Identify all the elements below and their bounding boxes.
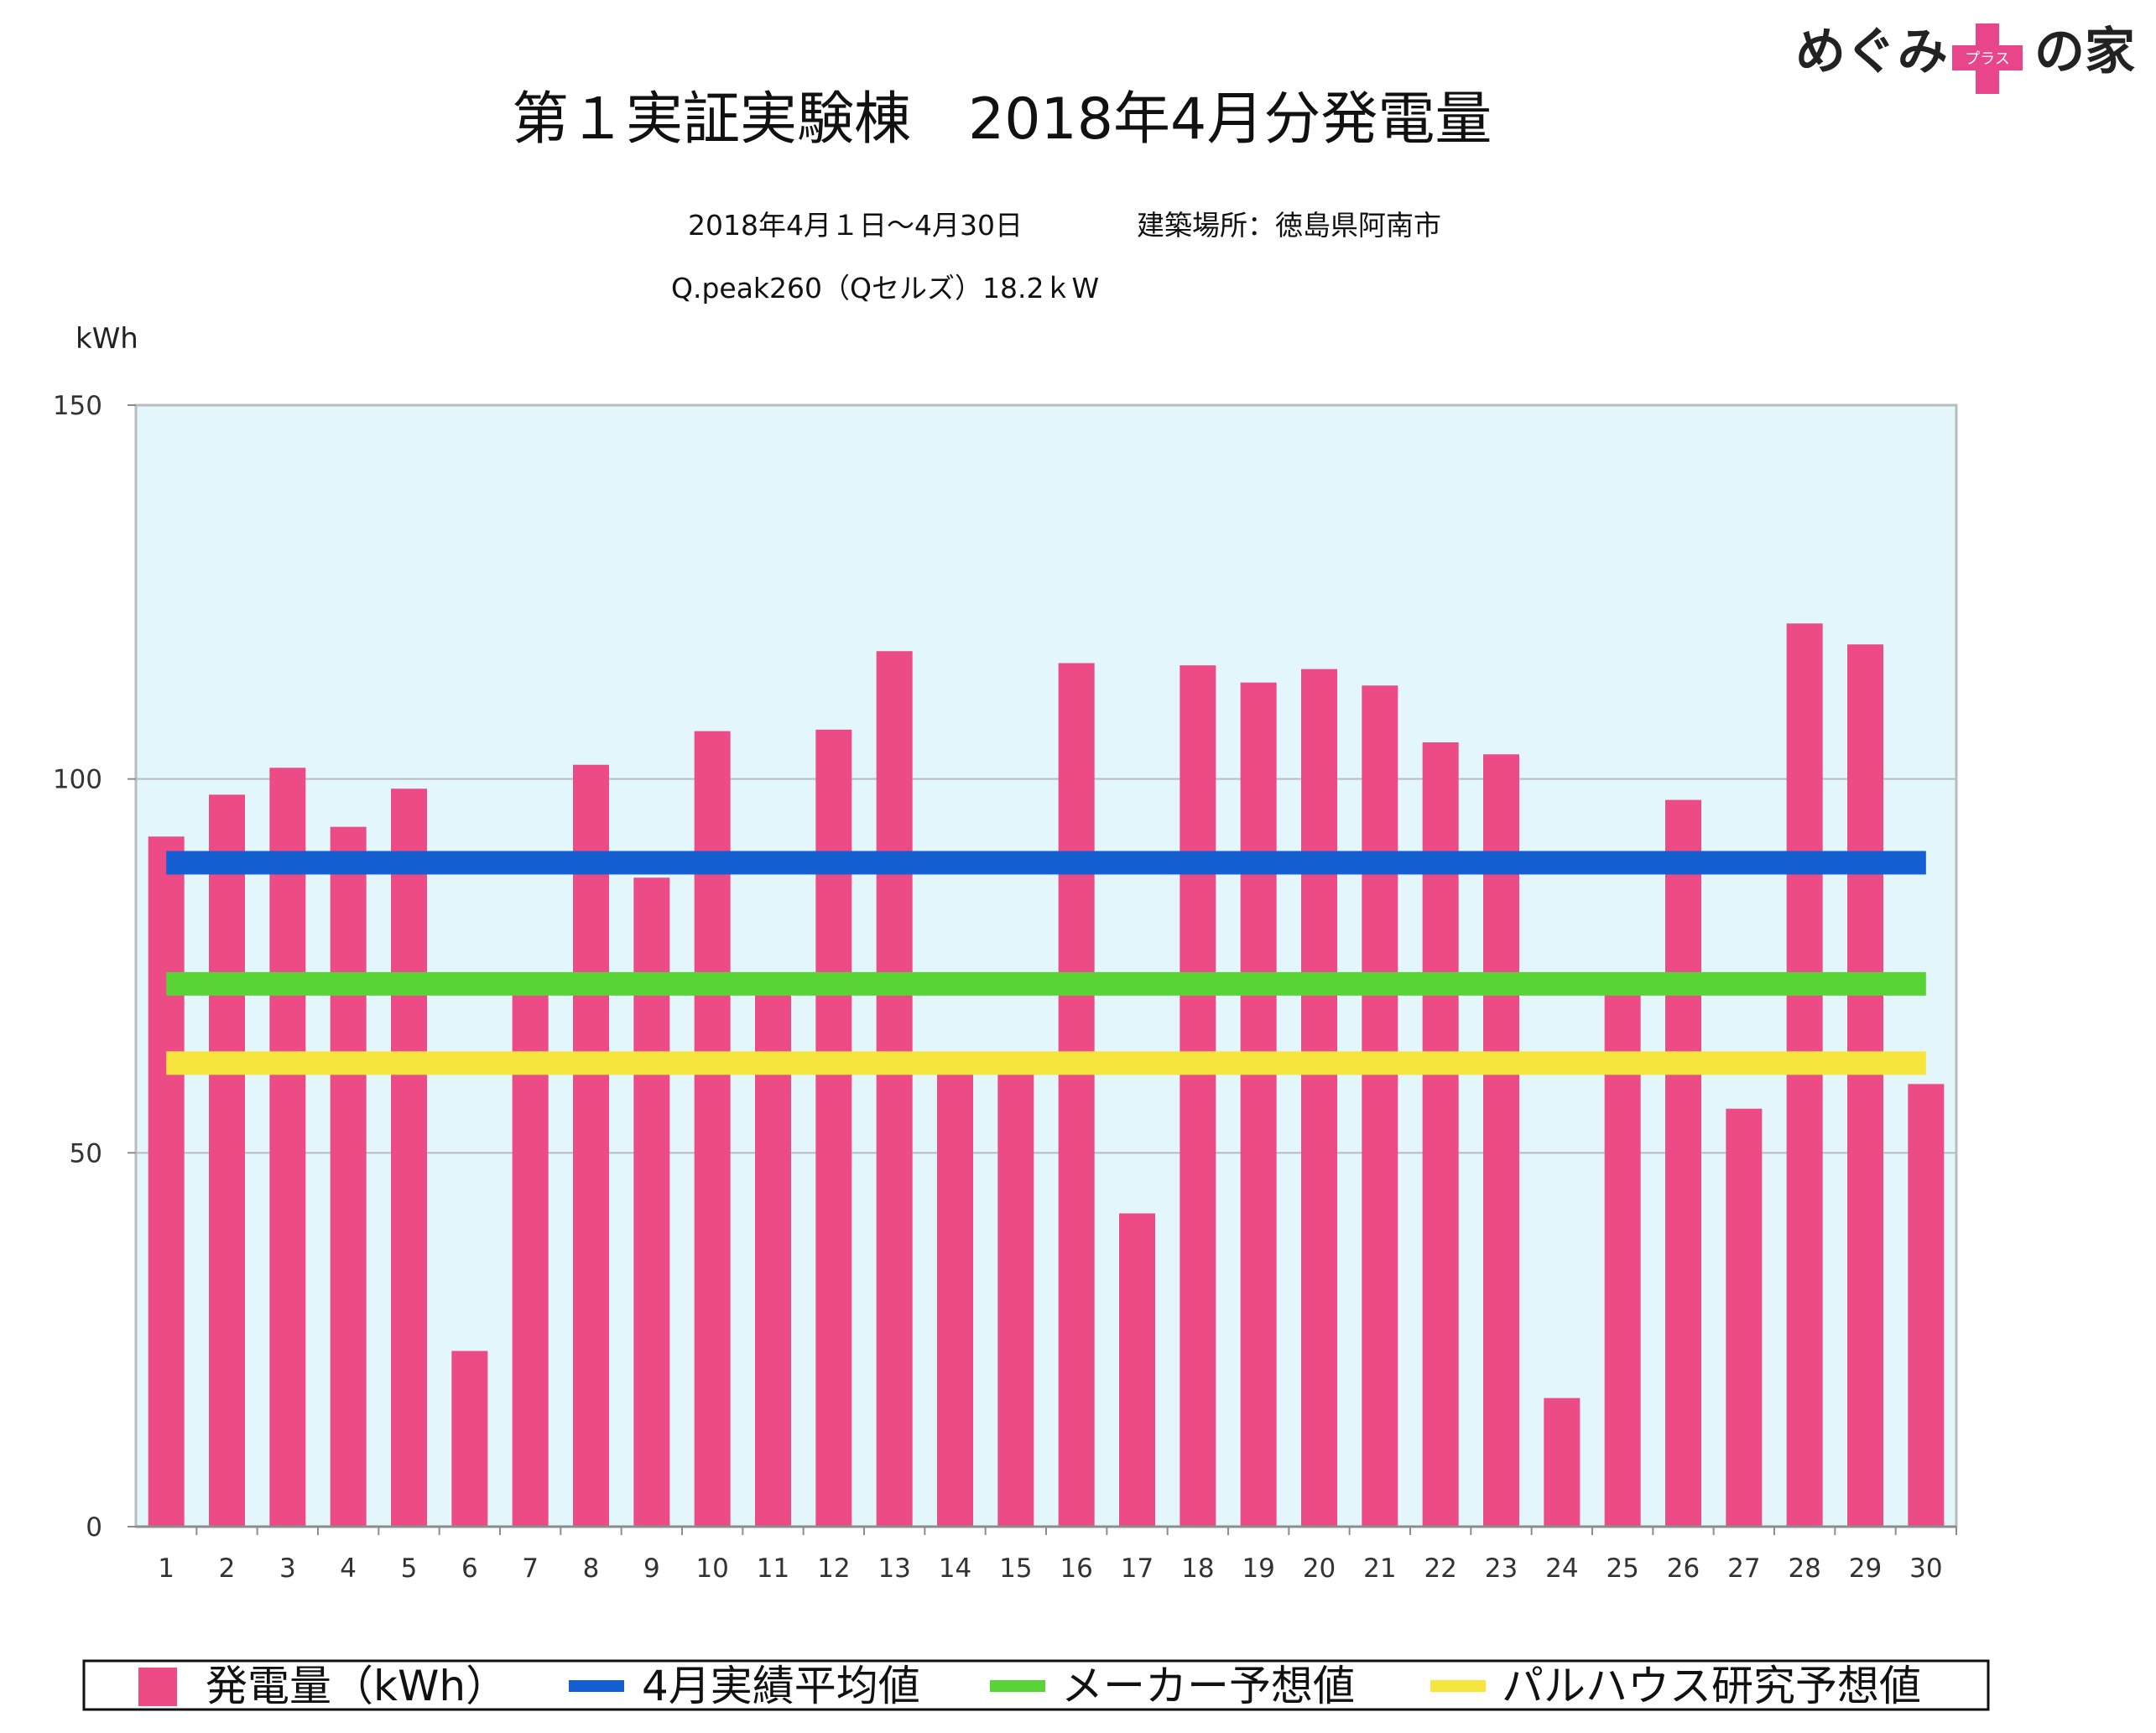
bar-day-7 [512, 988, 549, 1527]
plot-area [134, 403, 1958, 1528]
legend-label-palhouse: パルハウス研究予想値 [1502, 1662, 1921, 1710]
x-tick-label: 18 [1181, 1553, 1214, 1584]
x-tick-label: 21 [1363, 1553, 1396, 1584]
x-axis: 1 2 3 4 5 6 7 8 9 10 11 12 13 14 15 16 17 18 19 20 21 22 23 24 2… [158, 1527, 1957, 1584]
bar-day-3 [269, 768, 306, 1527]
x-tick-label: 22 [1424, 1553, 1456, 1584]
period-label: 2018年4月１日〜4月30日 [688, 209, 1023, 242]
x-tick-label: 2 [219, 1553, 236, 1584]
y-tick-label: 100 [53, 765, 102, 795]
plus-badge-text: プラス [1965, 50, 2010, 68]
legend-label-average: 4月実績平均値 [642, 1662, 920, 1710]
x-tick-label: 29 [1849, 1553, 1882, 1584]
legend: 発電量（kWh） 4月実績平均値 メーカー予想値 パルハウス研究予想値 [82, 1659, 1990, 1711]
x-tick-label: 1 [158, 1553, 174, 1584]
bar-series [148, 623, 1945, 1527]
bar-day-6 [451, 1350, 488, 1527]
x-tick-label: 10 [695, 1553, 728, 1584]
bar-day-27 [1726, 1108, 1763, 1527]
bar-day-4 [330, 826, 367, 1527]
logo-text-left: めぐみ [1795, 23, 1948, 81]
bar-day-16 [1058, 663, 1095, 1527]
bar-day-21 [1362, 685, 1398, 1527]
x-tick-label: 11 [757, 1553, 789, 1584]
bar-day-2 [209, 794, 245, 1527]
grid [136, 778, 1956, 1154]
y-axis-label: kWh [76, 322, 138, 356]
bar-day-17 [1119, 1213, 1155, 1527]
x-tick-label: 15 [999, 1553, 1032, 1584]
y-tick-label: 50 [70, 1138, 102, 1168]
chart-title: 第１実証実験棟 2018年4月分発電量 [512, 86, 1492, 153]
bar-day-24 [1544, 1397, 1581, 1527]
bar-day-20 [1301, 669, 1337, 1527]
x-tick-label: 9 [643, 1553, 660, 1584]
bar-day-8 [573, 764, 609, 1527]
x-tick-label: 8 [583, 1553, 600, 1584]
logo: めぐみ プラス の家 [1795, 23, 2135, 94]
bar-day-23 [1483, 754, 1519, 1527]
x-tick-label: 3 [279, 1553, 296, 1584]
legend-label-maker: メーカー予想値 [1061, 1662, 1355, 1710]
x-tick-label: 25 [1606, 1553, 1638, 1584]
legend-swatch-average [569, 1680, 624, 1692]
y-axis: 0 50 100 150 [53, 391, 136, 1543]
x-tick-label: 12 [817, 1553, 850, 1584]
x-tick-label: 5 [401, 1553, 418, 1584]
legend-swatch-maker [990, 1680, 1045, 1692]
bar-day-15 [997, 1070, 1034, 1527]
x-tick-label: 19 [1242, 1553, 1274, 1584]
x-tick-label: 26 [1667, 1553, 1700, 1584]
y-tick-label: 0 [86, 1512, 102, 1543]
bar-day-10 [694, 731, 731, 1527]
legend-label-power: 発電量（kWh） [206, 1662, 508, 1710]
bar-day-26 [1665, 799, 1701, 1527]
legend-swatch-power [138, 1668, 177, 1706]
logo-text-right: の家 [2034, 23, 2135, 81]
bar-day-5 [391, 788, 427, 1527]
x-tick-label: 14 [939, 1553, 971, 1584]
x-tick-label: 28 [1788, 1553, 1820, 1584]
x-tick-label: 27 [1727, 1553, 1760, 1584]
x-tick-label: 20 [1303, 1553, 1336, 1584]
bar-day-12 [815, 729, 852, 1527]
bar-day-11 [755, 988, 791, 1527]
bar-day-13 [876, 651, 913, 1527]
panel-label: Q.peak260（Qセルズ）18.2ｋW [671, 272, 1099, 304]
x-tick-label: 16 [1060, 1553, 1092, 1584]
y-tick-label: 150 [53, 391, 102, 421]
bar-day-28 [1786, 623, 1823, 1527]
bar-day-19 [1240, 682, 1277, 1527]
x-tick-label: 4 [340, 1553, 357, 1584]
reference-lines [166, 851, 1926, 1075]
x-tick-label: 24 [1545, 1553, 1578, 1584]
bar-day-30 [1908, 1084, 1945, 1527]
location-label: 建築場所：徳島県阿南市 [1137, 209, 1441, 242]
x-tick-label: 30 [1909, 1553, 1942, 1584]
bar-day-1 [148, 836, 185, 1527]
x-tick-label: 17 [1121, 1553, 1154, 1584]
bar-day-14 [937, 1070, 973, 1527]
x-tick-label: 23 [1485, 1553, 1518, 1584]
x-tick-label: 6 [461, 1553, 478, 1584]
bar-day-29 [1847, 644, 1883, 1527]
x-tick-label: 13 [878, 1553, 910, 1584]
bar-day-18 [1180, 665, 1216, 1527]
x-tick-label: 7 [522, 1553, 539, 1584]
bar-day-25 [1604, 988, 1641, 1527]
legend-swatch-palhouse [1430, 1680, 1486, 1692]
plus-badge-icon: プラス [1952, 23, 2023, 94]
